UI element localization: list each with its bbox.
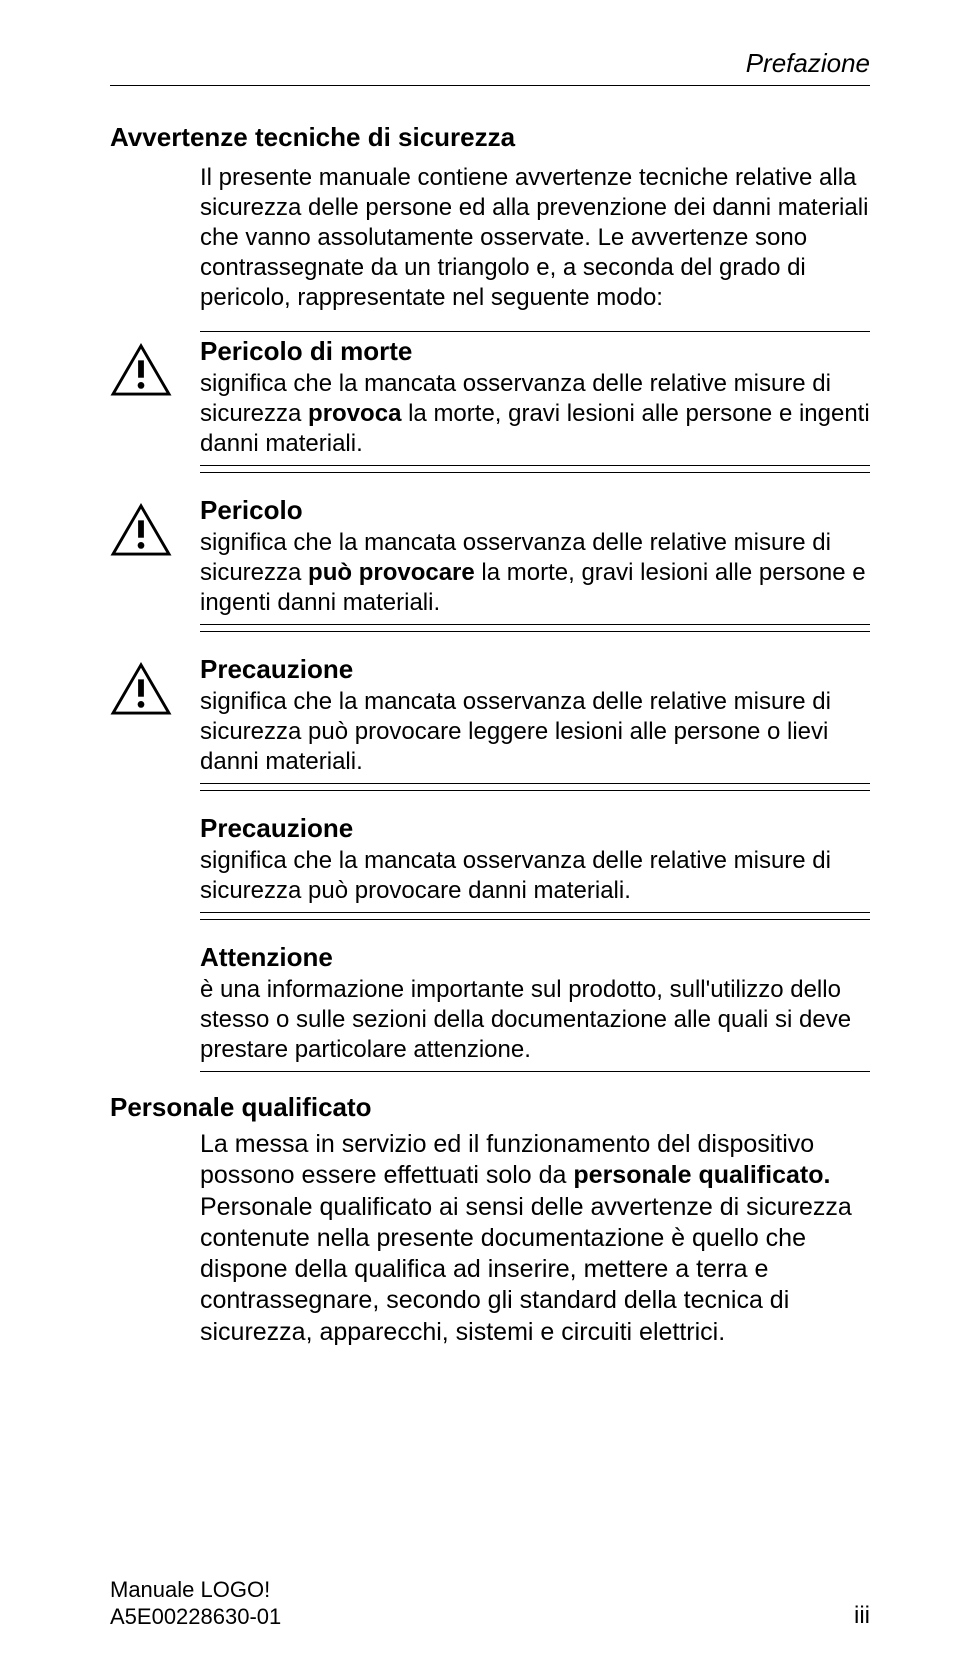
warning-block-precauzione-2: Precauzione significa che la mancata oss… [200,809,870,920]
personnel-body: La messa in servizio ed il funzionamento… [200,1129,870,1348]
warning-heading: Precauzione [200,809,870,846]
warning-body: significa che la mancata osservanza dell… [200,846,870,912]
page-container: Prefazione Avvertenze tecniche di sicure… [0,0,960,1348]
warning-triangle-icon [110,662,172,716]
personnel-body-bold: personale qualificato. [573,1161,830,1189]
safety-intro-paragraph: Il presente manuale contiene avvertenze … [200,163,870,313]
warning-body-bold: provoca [308,400,401,427]
warning-body: significa che la mancata osservanza dell… [200,687,870,783]
warning-icon-container [110,650,200,721]
warning-block-precauzione-1: Precauzione significa che la mancata oss… [110,650,870,791]
warning-icon-container [110,491,200,562]
warning-body-pre: significa che la mancata osservanza dell… [200,847,831,904]
warning-heading: Pericolo di morte [200,332,870,369]
personnel-body-post: Personale qualificato ai sensi delle avv… [200,1193,852,1346]
footer-left: Manuale LOGO! A5E00228630-01 [110,1577,281,1630]
warning-body: è una informazione importante sul prodot… [200,975,870,1071]
page-footer: Manuale LOGO! A5E00228630-01 iii [110,1577,870,1630]
warning-heading: Precauzione [200,650,870,687]
warning-triangle-icon [110,343,172,397]
footer-doc-number: A5E00228630-01 [110,1604,281,1630]
warning-body: significa che la mancata osservanza dell… [200,528,870,624]
warning-heading: Pericolo [200,491,870,528]
warning-icon-container [110,331,200,402]
warning-block-pericolo-di-morte: Pericolo di morte significa che la manca… [110,331,870,473]
warning-block-pericolo: Pericolo significa che la mancata osserv… [110,491,870,632]
footer-page-number: iii [854,1602,870,1630]
warning-body-pre: è una informazione importante sul prodot… [200,976,851,1063]
warning-heading: Attenzione [200,938,870,975]
chapter-header: Prefazione [110,48,870,86]
warning-block-attenzione: Attenzione è una informazione importante… [200,938,870,1072]
safety-section-title: Avvertenze tecniche di sicurezza [110,122,870,153]
warning-body: significa che la mancata osservanza dell… [200,369,870,465]
footer-manual-title: Manuale LOGO! [110,1577,281,1603]
personnel-section-title: Personale qualificato [110,1092,870,1123]
warning-triangle-icon [110,503,172,557]
warning-body-bold: può provocare [308,559,475,586]
warning-body-pre: significa che la mancata osservanza dell… [200,688,831,775]
